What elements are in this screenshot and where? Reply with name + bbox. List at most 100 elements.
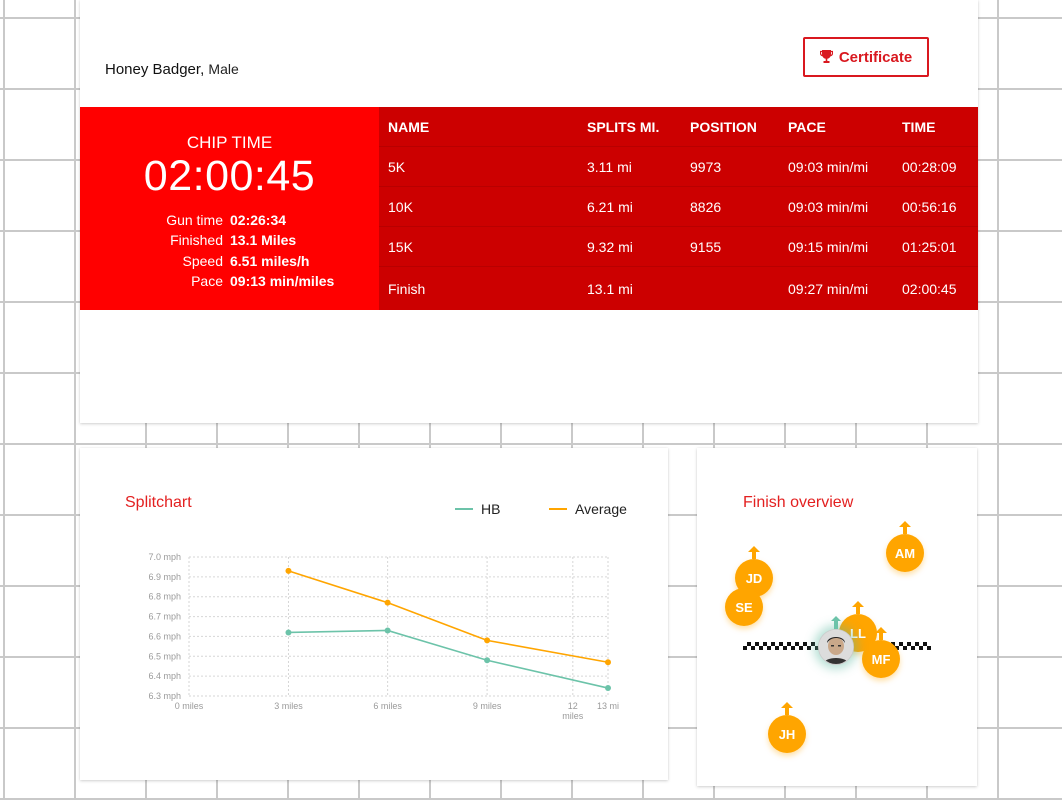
arrow-up-icon [748, 546, 760, 559]
result-card: Honey Badger, Male Certificate CHIP TIME… [80, 0, 978, 423]
arrow-up-icon [831, 616, 841, 629]
cell-position: 8826 [690, 198, 722, 215]
cell-time: 02:00:45 [902, 280, 957, 297]
athlete-name: Honey Badger [105, 61, 201, 78]
runner-marker-se[interactable]: SE [725, 588, 765, 628]
legend-label: Average [575, 501, 627, 517]
series-line-average [288, 570, 609, 664]
cell-time: 00:28:09 [902, 158, 957, 175]
cell-splits: 3.11 mi [587, 158, 632, 175]
cell-pace: 09:27 min/mi [788, 280, 869, 297]
column-header-time: TIME [902, 118, 936, 135]
y-tick-label: 6.4 mph [148, 671, 181, 681]
data-point-average [384, 599, 391, 606]
data-point-average [484, 637, 491, 644]
column-header-pace: PACE [788, 118, 826, 135]
data-point-hb [484, 657, 491, 664]
cell-name: 5K [388, 158, 406, 175]
column-header-position: POSITION [690, 118, 757, 135]
runner-marker-am[interactable]: AM [886, 521, 926, 574]
stat-key: Speed [182, 253, 223, 269]
x-tick-label: 0 miles [175, 701, 204, 711]
cell-time: 01:25:01 [902, 238, 957, 255]
stat-speed: Speed 6.51 miles/h [80, 251, 379, 271]
stat-value: 6.51 miles/h [230, 253, 310, 269]
x-tick-label: 6 miles [373, 701, 402, 711]
stat-value: 02:26:34 [230, 212, 287, 228]
table-row: Finish 13.1 mi 09:27 min/mi 02:00:45 [379, 267, 978, 310]
data-point-average [285, 567, 292, 574]
table-row: 15K 9.32 mi 9155 09:15 min/mi 01:25:01 [379, 227, 978, 267]
cell-splits: 13.1 mi [587, 280, 633, 297]
y-tick-label: 6.9 mph [148, 572, 181, 582]
results-band: CHIP TIME 02:00:45 Gun time 02:26:34 Fin… [80, 107, 978, 310]
cell-position: 9155 [690, 238, 722, 255]
y-tick-label: 7.0 mph [148, 552, 181, 562]
splitchart-card: Splitchart HB Average 6.3 mph 6.4 mph 6.5 … [80, 448, 668, 780]
finish-overview-title: Finish overview [743, 494, 854, 511]
athlete-gender: Male [208, 61, 239, 77]
splitchart-title: Splitchart [125, 494, 192, 511]
cell-time: 00:56:16 [902, 198, 957, 215]
legend-swatch [549, 508, 567, 510]
runner-initials: SE [725, 588, 763, 626]
y-tick-label: 6.7 mph [148, 612, 181, 622]
series-line-hb [288, 629, 609, 689]
table-row: 10K 6.21 mi 8826 09:03 min/mi 00:56:16 [379, 187, 978, 227]
runner-initials: JH [768, 715, 806, 753]
x-tick-label: 12 [568, 701, 578, 711]
cell-name: 10K [388, 198, 413, 215]
certificate-label: Certificate [838, 48, 913, 66]
trophy-icon [819, 50, 833, 64]
cell-pace: 09:15 min/mi [788, 238, 869, 255]
stat-value: 09:13 min/miles [230, 273, 335, 289]
legend-label: HB [481, 501, 501, 517]
table-header: NAME SPLITS MI. POSITION PACE TIME [379, 107, 978, 147]
cell-name: 15K [388, 238, 413, 255]
chip-time-panel: CHIP TIME 02:00:45 Gun time 02:26:34 Fin… [80, 107, 379, 310]
certificate-button[interactable]: Certificate [803, 37, 929, 77]
stat-key: Gun time [166, 212, 223, 228]
cell-position: 9973 [690, 158, 722, 175]
arrow-up-icon [899, 521, 911, 534]
column-header-splits: SPLITS MI. [587, 118, 660, 135]
y-tick-label: 6.8 mph [148, 592, 181, 602]
stat-pace: Pace 09:13 min/miles [80, 271, 379, 291]
y-tick-label: 6.5 mph [148, 651, 181, 661]
x-tick-label: 3 miles [274, 701, 303, 711]
data-point-hb [605, 685, 611, 692]
x-tick-label: 13 mi [597, 701, 619, 711]
stat-key: Finished [170, 232, 223, 248]
x-tick-label: 9 miles [473, 701, 502, 711]
legend-item-average[interactable]: Average [549, 501, 627, 517]
finish-overview-card: Finish overview AM JD SE LL MF JH [697, 448, 977, 786]
data-point-average [605, 659, 611, 666]
stat-finished: Finished 13.1 Miles [80, 230, 379, 250]
runner-marker-jh[interactable]: JH [768, 702, 808, 755]
runner-initials: AM [886, 534, 924, 572]
legend-item-hb[interactable]: HB [455, 501, 500, 517]
stat-gun-time: Gun time 02:26:34 [80, 210, 379, 230]
cell-splits: 9.32 mi [587, 238, 633, 255]
arrow-up-icon [852, 601, 864, 614]
athlete-info: Honey Badger, Male [105, 61, 239, 78]
runner-marker-mf[interactable]: MF [862, 627, 902, 680]
cell-splits: 6.21 mi [587, 198, 633, 215]
stat-key: Pace [191, 273, 223, 289]
data-point-hb [384, 627, 391, 634]
data-point-hb [285, 629, 292, 636]
cell-name: Finish [388, 280, 426, 297]
cell-pace: 09:03 min/mi [788, 158, 869, 175]
column-header-name: NAME [388, 118, 430, 135]
splitchart-plot: 6.3 mph 6.4 mph 6.5 mph 6.6 mph 6.7 mph 6.8 m… [148, 552, 619, 721]
runner-initials: MF [862, 640, 900, 678]
chip-time-label: CHIP TIME [186, 133, 273, 152]
y-tick-label: 6.3 mph [148, 691, 181, 701]
my-position-marker[interactable] [818, 616, 854, 665]
arrow-up-icon [781, 702, 793, 715]
splits-table: NAME SPLITS MI. POSITION PACE TIME 5K 3.… [379, 107, 978, 310]
user-avatar [818, 629, 854, 665]
arrow-up-icon [875, 627, 887, 640]
x-tick-label: miles [562, 711, 584, 721]
table-row: 5K 3.11 mi 9973 09:03 min/mi 00:28:09 [379, 147, 978, 187]
